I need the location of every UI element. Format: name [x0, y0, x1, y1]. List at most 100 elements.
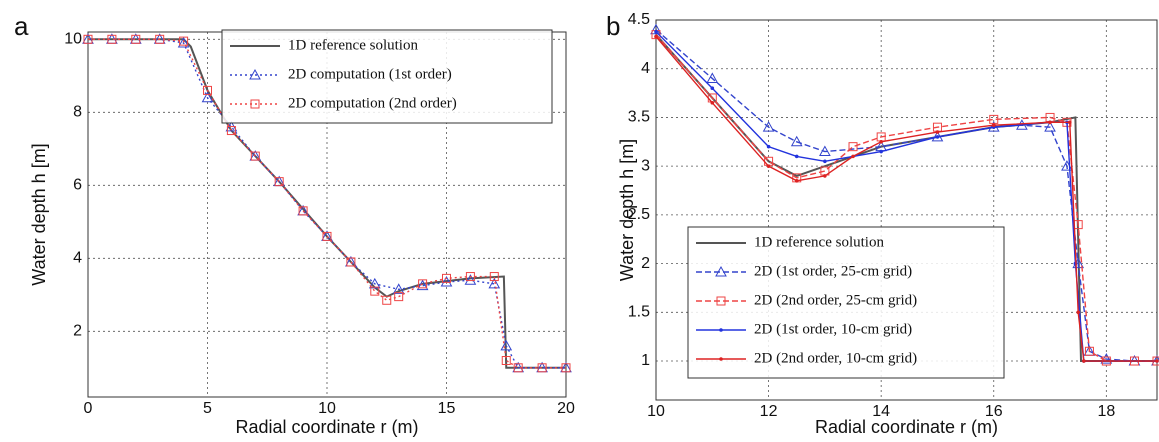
- marker: [250, 99, 260, 109]
- panel-label: a: [14, 11, 29, 41]
- x-tick-label: 10: [647, 403, 665, 420]
- y-tick-label: 2: [73, 323, 82, 340]
- legend-label: 2D computation (1st order): [288, 66, 452, 82]
- marker: [501, 356, 511, 365]
- y-tick-label: 8: [73, 104, 82, 121]
- marker: [392, 283, 405, 294]
- y-tick-label: 1: [641, 352, 650, 369]
- marker: [719, 328, 723, 332]
- y-axis-label: Water depth h [m]: [617, 139, 637, 281]
- marker: [249, 68, 261, 80]
- marker: [440, 275, 453, 287]
- marker: [513, 363, 523, 373]
- series-line: [655, 36, 1157, 362]
- marker: [766, 144, 771, 149]
- marker: [848, 142, 858, 152]
- series-line: [655, 34, 1157, 362]
- marker: [762, 121, 775, 132]
- marker: [710, 101, 715, 105]
- x-tick-label: 15: [438, 400, 456, 417]
- legend-label: 2D (1st order, 10-cm grid): [754, 321, 912, 337]
- legend-box: [687, 226, 1005, 379]
- marker: [561, 363, 571, 373]
- marker: [370, 286, 380, 296]
- marker: [794, 154, 799, 159]
- legend-label: 2D computation (2nd order): [288, 95, 457, 111]
- marker: [766, 164, 771, 168]
- marker: [790, 135, 803, 147]
- marker: [935, 130, 940, 134]
- y-tick-label: 3.5: [628, 109, 650, 126]
- x-tick-label: 12: [760, 403, 778, 420]
- marker: [201, 91, 214, 103]
- marker: [654, 29, 658, 34]
- marker: [794, 178, 799, 183]
- marker: [1044, 121, 1056, 132]
- marker: [500, 339, 513, 351]
- marker: [823, 174, 827, 178]
- y-tick-label: 2: [641, 255, 650, 272]
- y-tick-label: 6: [73, 177, 82, 194]
- marker: [179, 36, 189, 46]
- marker: [465, 272, 475, 282]
- marker: [368, 277, 381, 289]
- y-tick-label: 3: [641, 157, 650, 174]
- x-tick-label: 5: [203, 400, 212, 417]
- marker: [177, 36, 190, 48]
- marker: [710, 86, 715, 91]
- marker: [346, 257, 356, 267]
- x-tick-label: 18: [1097, 403, 1115, 420]
- plot-frame: [655, 19, 1158, 401]
- marker: [650, 23, 662, 35]
- y-tick-label: 1.5: [628, 304, 650, 321]
- marker: [416, 279, 429, 291]
- marker: [991, 123, 996, 128]
- x-tick-label: 0: [84, 400, 93, 417]
- marker: [203, 85, 212, 95]
- marker: [935, 135, 940, 139]
- legend: 1D reference solution 2D computation (1st…: [221, 29, 553, 124]
- marker: [298, 206, 308, 216]
- marker: [1084, 346, 1094, 356]
- marker: [879, 139, 883, 144]
- marker: [1076, 310, 1080, 315]
- marker: [716, 296, 726, 306]
- marker: [1155, 359, 1159, 363]
- legend-label: 2D (2nd order, 10-cm grid): [754, 350, 917, 366]
- panel-label: b: [606, 11, 620, 41]
- panel: b 10 12 14 16 18 1 1.5 2 2.5 3 3.5 4 4.5 Radial coordi…: [606, 11, 1159, 437]
- marker: [1100, 353, 1113, 364]
- x-tick-label: 16: [985, 403, 1003, 420]
- marker: [107, 34, 117, 44]
- marker: [488, 277, 501, 289]
- marker: [131, 34, 141, 44]
- y-tick-label: 4.5: [628, 11, 650, 28]
- y-tick-label: 2.5: [628, 206, 650, 223]
- marker: [250, 151, 260, 161]
- x-tick-label: 14: [872, 403, 890, 420]
- y-tick-label: 10: [64, 31, 82, 48]
- y-tick-label: 4: [641, 60, 650, 77]
- legend-label: 1D reference solution: [288, 37, 418, 53]
- legend-label: 1D reference solution: [754, 234, 884, 250]
- marker: [654, 34, 658, 39]
- marker: [322, 231, 332, 241]
- marker: [1067, 120, 1072, 125]
- legend-label: 2D (2nd order, 25-cm grid): [754, 292, 917, 308]
- marker: [715, 265, 727, 277]
- marker: [1082, 359, 1086, 363]
- marker: [989, 114, 999, 124]
- marker: [382, 295, 392, 305]
- marker: [823, 159, 827, 164]
- marker: [464, 274, 477, 285]
- legend: 1D reference solution 2D (1st order, 25-c…: [687, 226, 1005, 379]
- marker: [418, 279, 428, 289]
- x-tick-label: 10: [318, 400, 336, 417]
- marker: [706, 72, 719, 83]
- marker: [155, 34, 165, 44]
- marker: [537, 363, 547, 373]
- marker: [819, 145, 831, 157]
